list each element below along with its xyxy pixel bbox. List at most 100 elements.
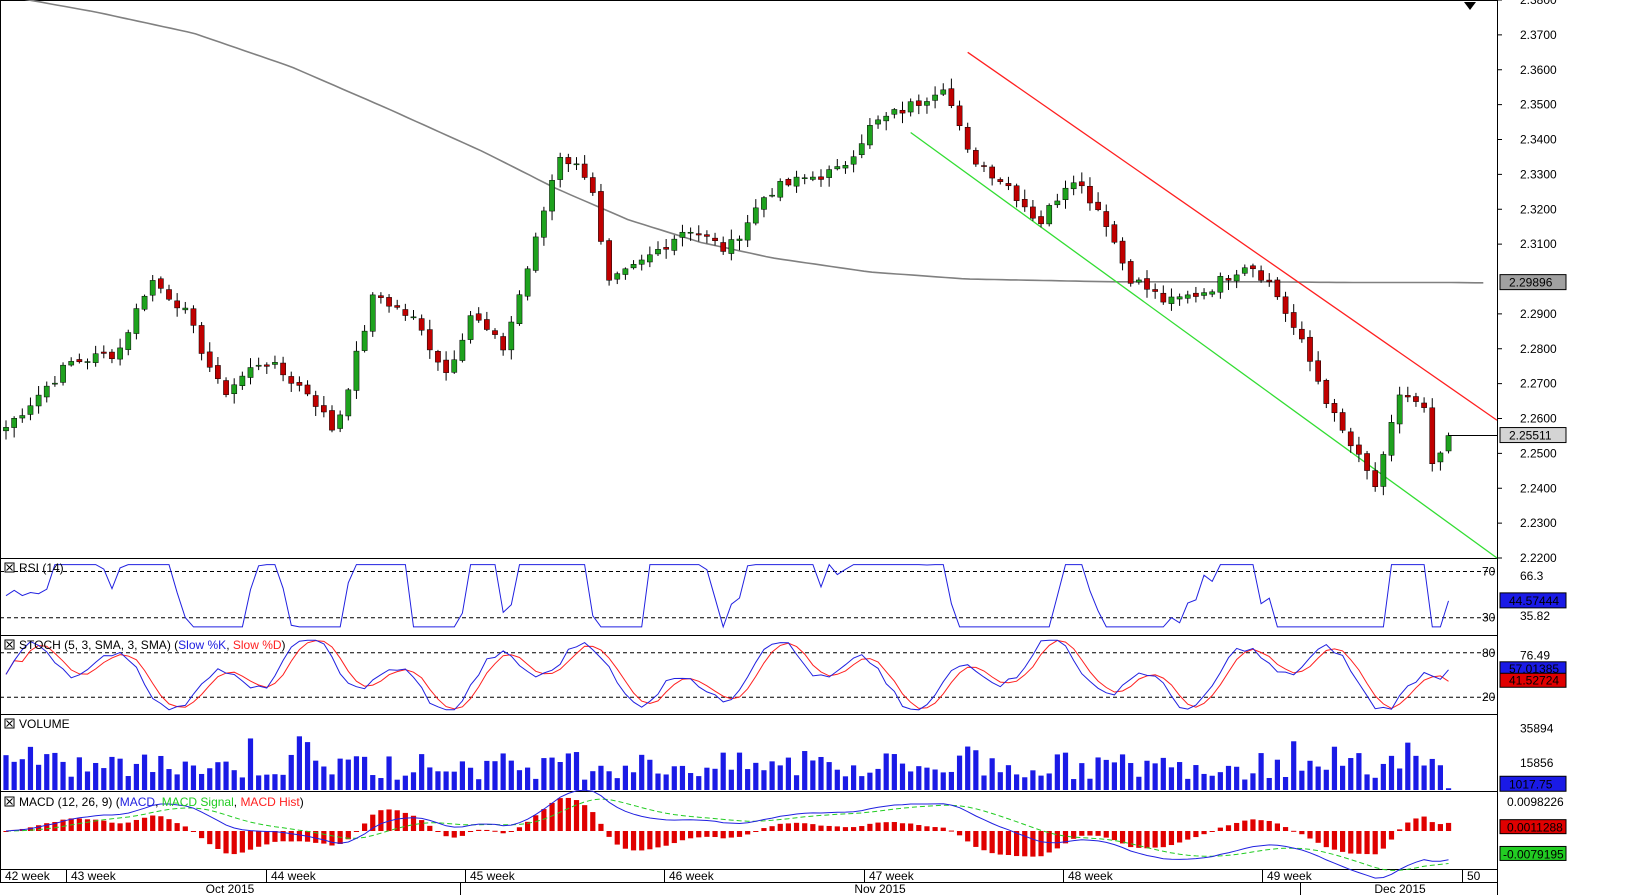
candle bbox=[394, 299, 401, 310]
macd-hist-bar bbox=[1136, 831, 1142, 848]
candle bbox=[1005, 176, 1012, 191]
candle bbox=[655, 241, 661, 257]
candle bbox=[198, 322, 205, 361]
macd-hist-bar bbox=[288, 831, 294, 842]
candle-body bbox=[100, 351, 107, 354]
volume-bar bbox=[549, 757, 555, 790]
macd-hist-bar bbox=[402, 812, 408, 831]
candle bbox=[907, 98, 914, 117]
stoch-k-series-label: Slow %K bbox=[178, 638, 226, 652]
volume-bar bbox=[52, 752, 58, 790]
candle bbox=[589, 172, 596, 196]
volume-bar bbox=[712, 768, 718, 790]
week-label: 47 week bbox=[869, 869, 915, 883]
macd-hist-bar bbox=[753, 831, 759, 832]
candle bbox=[378, 292, 384, 304]
candle bbox=[638, 254, 645, 271]
macd-hist-bar bbox=[1087, 831, 1093, 836]
macd-hist-bar bbox=[60, 819, 66, 831]
volume-bar bbox=[207, 768, 213, 790]
macd-hist-bar bbox=[44, 823, 50, 831]
candle bbox=[1323, 378, 1330, 409]
volume-bar bbox=[1087, 778, 1093, 790]
candle bbox=[1437, 451, 1444, 471]
volume-bar bbox=[1225, 765, 1232, 790]
volume-bar bbox=[1046, 773, 1052, 790]
volume-bar bbox=[1185, 778, 1191, 790]
volume-bar bbox=[435, 771, 441, 790]
volume-bar bbox=[1266, 777, 1272, 790]
candle-body bbox=[1258, 270, 1264, 281]
candle-body bbox=[524, 268, 531, 297]
candle bbox=[1217, 272, 1224, 299]
stoch-title[interactable]: STOCH (5, 3, SMA, 3, SMA) (Slow %K, Slow… bbox=[4, 638, 286, 652]
macd-hist-bar bbox=[541, 809, 547, 831]
stoch-k-value-label: 57.01385 bbox=[1509, 662, 1559, 676]
candle bbox=[948, 78, 955, 109]
candle-body bbox=[1372, 470, 1379, 487]
candle-body bbox=[598, 191, 604, 242]
volume-bar bbox=[256, 775, 262, 790]
rsi-title[interactable]: RSI (14) bbox=[4, 561, 64, 575]
candle-body bbox=[793, 176, 800, 187]
macd-hist-bar bbox=[875, 822, 881, 831]
candle bbox=[27, 397, 34, 421]
macd-hist-bar bbox=[1111, 831, 1117, 841]
scroll-arrow-icon[interactable] bbox=[1464, 2, 1476, 10]
macd-hist-bar bbox=[582, 805, 588, 831]
macd-hist-bar bbox=[272, 831, 278, 842]
macd-hist-bar bbox=[1323, 831, 1329, 848]
candle bbox=[850, 150, 857, 173]
volume-bar bbox=[1331, 746, 1338, 790]
candle bbox=[1347, 427, 1354, 453]
macd-hist-bar bbox=[859, 826, 865, 831]
macd-hist-bar bbox=[353, 831, 360, 832]
candle bbox=[1421, 397, 1427, 413]
candle bbox=[435, 349, 441, 371]
volume-bar bbox=[296, 736, 302, 790]
candle bbox=[190, 305, 197, 334]
candle bbox=[663, 239, 669, 259]
volume-title[interactable]: VOLUME bbox=[4, 717, 70, 731]
candle bbox=[1290, 304, 1297, 335]
volume-bar bbox=[239, 777, 245, 790]
volume-bar bbox=[842, 776, 849, 790]
macd-hist-bar bbox=[1119, 831, 1126, 844]
volume-bar bbox=[981, 775, 987, 790]
week-label: 44 week bbox=[271, 869, 317, 883]
volume-bar bbox=[867, 772, 873, 790]
candle-body bbox=[1413, 396, 1419, 402]
macd-hist-bar bbox=[133, 819, 139, 831]
price-tick-label: 2.3400 bbox=[1520, 133, 1557, 147]
candle-body bbox=[500, 336, 506, 351]
candle-body bbox=[899, 109, 906, 114]
candle bbox=[679, 224, 686, 247]
candle-body bbox=[1013, 185, 1020, 201]
candle bbox=[777, 178, 784, 202]
volume-bar bbox=[1242, 779, 1248, 790]
candle bbox=[1070, 175, 1077, 196]
candle bbox=[728, 229, 735, 261]
candle-body bbox=[704, 234, 710, 237]
macd-title[interactable]: MACD (12, 26, 9) (MACD, MACD Signal, MAC… bbox=[4, 795, 304, 809]
week-label: 46 week bbox=[669, 869, 715, 883]
candle-body bbox=[459, 339, 466, 361]
macd-hist-bar bbox=[924, 826, 930, 831]
macd-hist-bar bbox=[150, 815, 156, 831]
volume-bar bbox=[378, 778, 384, 790]
candle-body bbox=[304, 384, 311, 395]
volume-bar bbox=[655, 773, 661, 790]
macd-hist-bar bbox=[834, 826, 840, 831]
candle bbox=[956, 100, 963, 131]
candle-body bbox=[426, 329, 433, 351]
volume-bar bbox=[223, 761, 229, 790]
volume-bar bbox=[467, 767, 474, 790]
volume-bar bbox=[215, 762, 221, 790]
volume-bar bbox=[247, 738, 254, 790]
volume-value-label: 1017.75 bbox=[1509, 777, 1553, 791]
candle-body bbox=[720, 242, 727, 252]
macd-hist-bar bbox=[329, 831, 335, 846]
volume-bar bbox=[190, 765, 197, 790]
volume-bar bbox=[663, 774, 669, 790]
volume-bar bbox=[68, 776, 74, 790]
